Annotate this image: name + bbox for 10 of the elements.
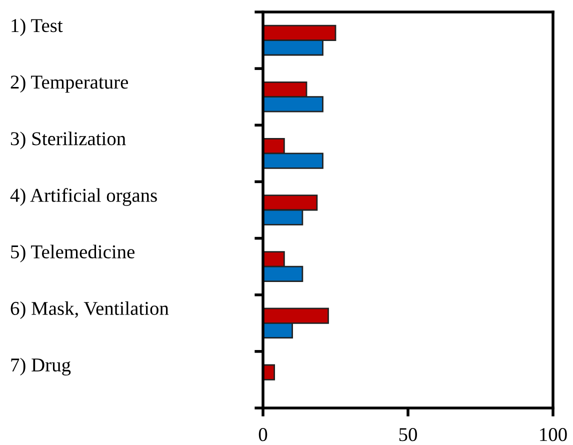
- x-tick-label: 50: [399, 428, 417, 442]
- x-tick-label: 100: [540, 428, 567, 442]
- y-tick-label: 7) Drug: [11, 358, 71, 376]
- y-tick-label: 6) Mask, Ventilation: [10, 301, 169, 319]
- y-tick-label: 2) Temperature: [10, 75, 128, 93]
- y-tick-label: 5) Telemedicine: [11, 244, 134, 262]
- y-tick-label: 4) Artificial organs: [10, 188, 157, 206]
- y-tick-label: 3) Sterilization: [10, 132, 126, 150]
- y-tick-label: 1) Test: [12, 18, 63, 36]
- x-tick-label: 0: [258, 428, 268, 442]
